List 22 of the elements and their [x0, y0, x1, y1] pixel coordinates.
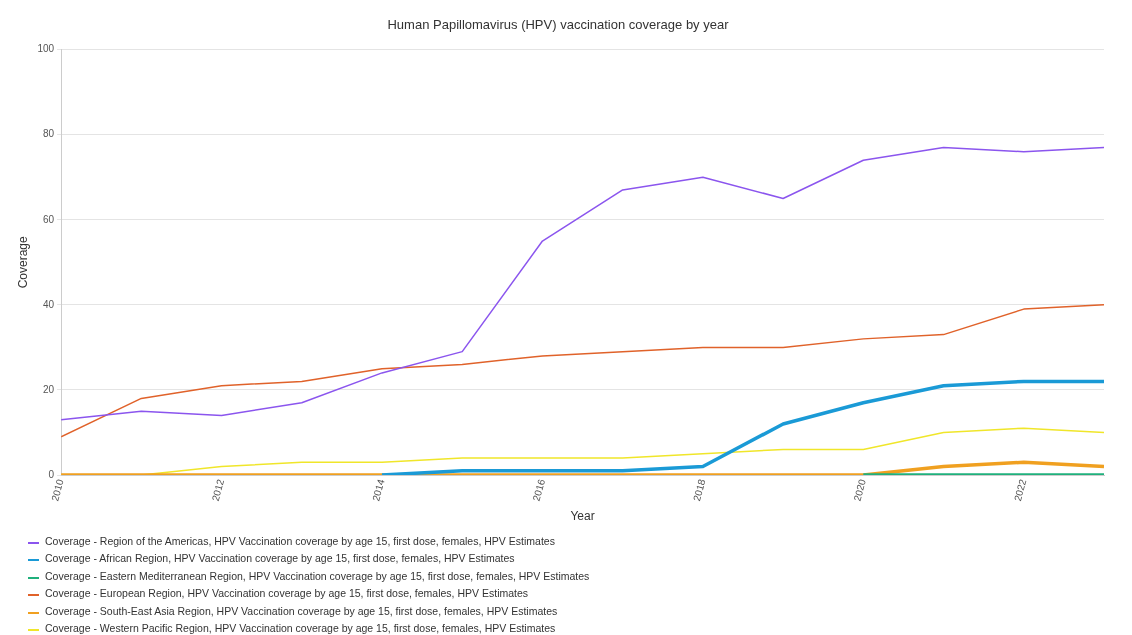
x-tick-label: 2016 [530, 477, 548, 503]
y-tick-label: 60 [42, 213, 55, 225]
y-tick-label: 0 [48, 468, 55, 480]
legend-label: Coverage - South-East Asia Region, HPV Vaccination coverage by age 15, first dose, females, HPV Estimates [45, 604, 558, 617]
x-tick-label: 2014 [370, 477, 387, 503]
x-tick-label: 2020 [851, 477, 869, 503]
chart-title: Human Papillomavirus (HPV) vaccination coverage by year [387, 17, 730, 33]
x-tick-label: 2018 [691, 477, 708, 503]
legend-label: Coverage - Western Pacific Region, HPV Vaccination coverage by age 15, first dose, females, HPV Estimates [45, 622, 556, 635]
legend-label: Coverage - Eastern Mediterranean Region, HPV Vaccination coverage by age 15, first dose, females, HPV Estimates [45, 569, 590, 582]
y-tick-label: 100 [37, 43, 55, 55]
x-tick-label: 2022 [1011, 477, 1029, 503]
x-tick-label: 2010 [49, 477, 66, 503]
y-tick-label: 40 [42, 298, 55, 310]
y-tick-label: 80 [42, 128, 55, 140]
legend-label: Coverage - African Region, HPV Vaccination coverage by age 15, first dose, females, HPV Estimates [45, 552, 515, 565]
x-tick-label: 2012 [209, 477, 227, 503]
x-axis-title: Year [570, 509, 595, 524]
y-tick-label: 20 [42, 383, 55, 395]
legend-label: Coverage - Region of the Americas, HPV Vaccination coverage by age 15, first dose, females, HPV Estimates [45, 534, 555, 547]
legend-label: Coverage - European Region, HPV Vaccination coverage by age 15, first dose, females, HPV Estimates [45, 587, 529, 600]
y-axis-title: Coverage [15, 235, 30, 289]
